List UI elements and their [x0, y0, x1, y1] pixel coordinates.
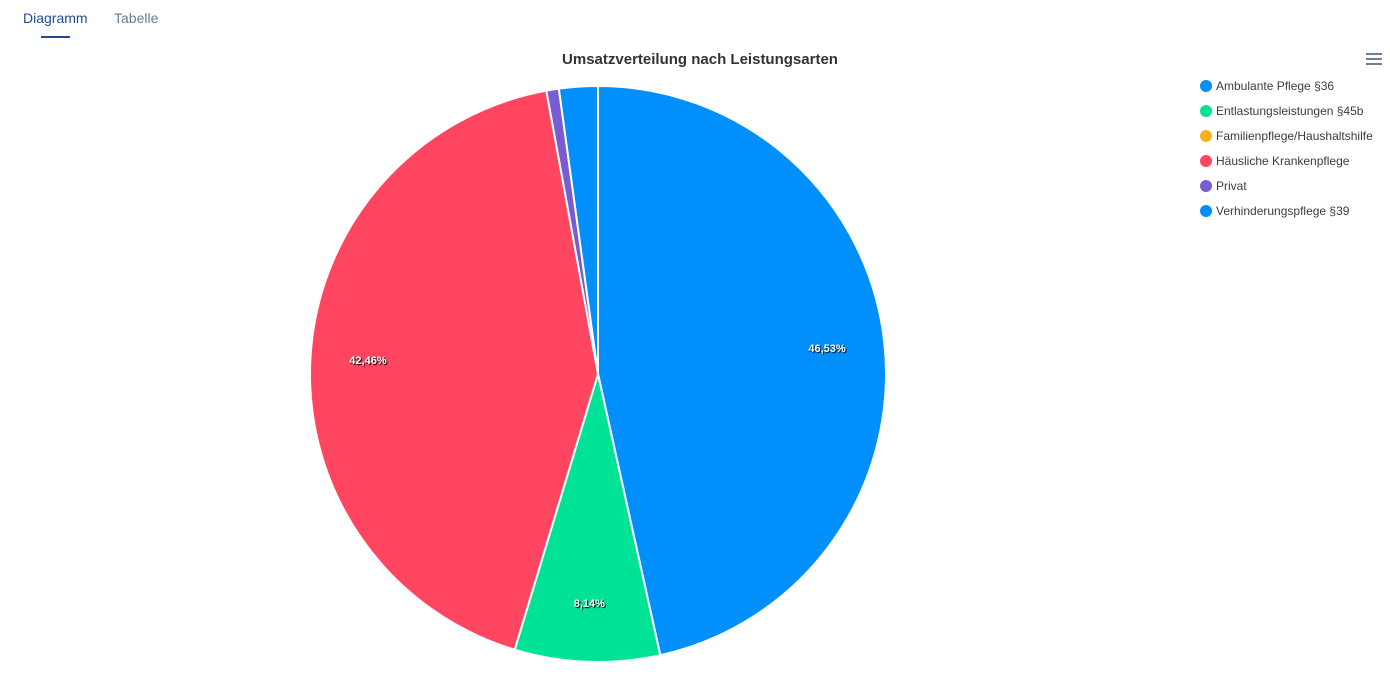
legend-marker	[1200, 180, 1212, 192]
legend-entry: Familienpflege/Haushaltshilfe	[1216, 129, 1373, 143]
legend-entry: Entlastungsleistungen §45b	[1216, 104, 1364, 118]
legend-marker	[1200, 80, 1212, 92]
legend-marker	[1200, 155, 1212, 167]
data-label: 8,14%	[574, 598, 605, 610]
legend-entry: Verhinderungspflege §39	[1216, 204, 1350, 218]
legend-marker	[1200, 130, 1212, 142]
tab-diagramm[interactable]: Diagramm	[23, 10, 88, 26]
menu-icon[interactable]	[1362, 48, 1386, 70]
tab-underline	[41, 36, 70, 38]
data-label: 42,46%	[349, 355, 387, 367]
legend-marker	[1200, 205, 1212, 217]
legend-entry: Ambulante Pflege §36	[1216, 79, 1334, 93]
pie-slice	[309, 89, 600, 651]
pie-slice	[597, 84, 887, 657]
legend-entry: Privat	[1216, 179, 1247, 193]
legend-entry: Häusliche Krankenpflege	[1216, 154, 1350, 168]
tab-tabelle[interactable]: Tabelle	[114, 10, 159, 26]
chart-title: Umsatzverteilung nach Leistungsarten	[562, 51, 838, 68]
data-label: 46,53%	[808, 343, 846, 355]
legend-marker	[1200, 105, 1212, 117]
pie-slice	[557, 84, 599, 375]
pie-slice	[513, 370, 662, 663]
